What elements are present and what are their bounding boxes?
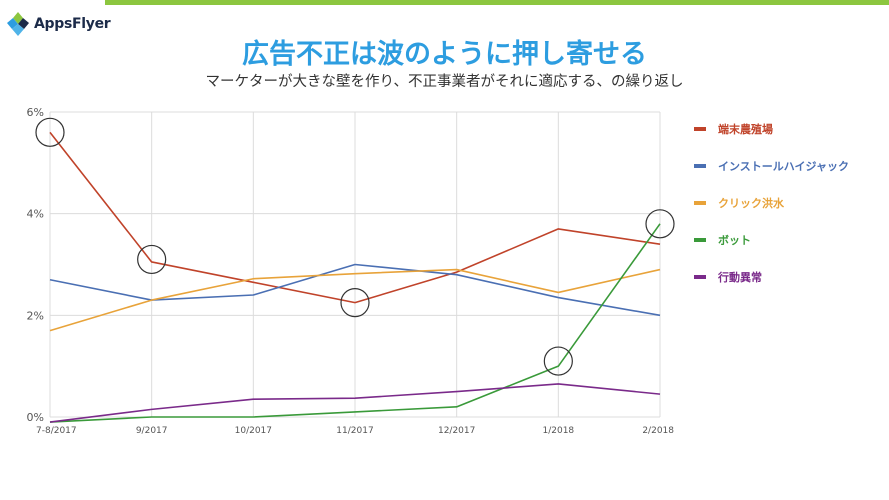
y-tick-label: 2% [27,309,44,322]
appsflyer-logo-icon [7,12,29,36]
annotation-circle [137,244,167,275]
x-tick-label: 10/2017 [235,426,272,436]
annotation-circle [543,346,573,376]
x-tick-label: 12/2017 [438,426,475,436]
series-line [49,223,661,423]
x-tick-label: 7-8/2017 [36,426,77,436]
legend-label: インストールハイジャック [718,159,850,173]
x-tick-label: 1/2018 [542,426,574,436]
series-line [49,268,661,332]
x-tick-label: 11/2017 [336,426,373,436]
annotation-circle [35,117,65,147]
legend-label: 行動異常 [718,270,762,284]
legend-label: 端末農殖場 [718,122,773,136]
annotation-circle [340,288,370,318]
legend-item: クリック洪水 [694,184,884,221]
legend-label: ボット [718,233,751,247]
legend-item: ボット [694,221,884,258]
logo-text: AppsFlyer [34,16,111,32]
page-subtitle: マーケターが大きな壁を作り、不正事業者がそれに適応する、の繰り返し [205,74,684,90]
annotation-circle [645,209,675,239]
legend-item: 端末農殖場 [694,110,884,147]
legend-swatch [694,126,706,131]
legend-swatch [694,237,706,242]
legend-item: 行動異常 [694,258,884,295]
appsflyer-logo: AppsFlyer [6,8,136,40]
legend-label: クリック洪水 [718,196,784,210]
x-tick-label: 9/2017 [136,426,168,436]
y-tick-label: 6% [27,106,44,119]
page-title: 広告不正は波のように押し寄せる [242,39,647,70]
chart-legend: 端末農殖場インストールハイジャック クリック洪水 ボット行動異常 [694,110,884,295]
y-tick-label: 4% [27,208,44,221]
legend-swatch [694,163,706,168]
top-accent-bar [105,0,889,5]
x-tick-label: 2/2018 [642,426,674,436]
legend-swatch [694,200,706,205]
series-line [49,383,661,423]
legend-swatch [694,274,706,279]
legend-item: インストールハイジャック [694,147,884,184]
y-tick-label: 0% [27,411,44,424]
series-line [49,131,661,304]
